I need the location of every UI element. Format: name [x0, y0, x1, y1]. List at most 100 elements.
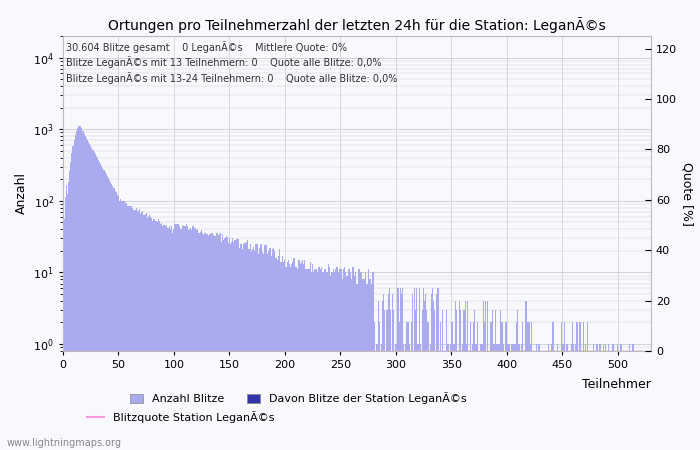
Bar [411, 323, 412, 450]
Bar [548, 344, 550, 450]
Bar [529, 344, 531, 450]
Bar [153, 220, 155, 450]
Bar [284, 260, 286, 450]
Bar [170, 230, 172, 450]
Bar [118, 197, 119, 450]
Bar [260, 245, 261, 450]
Bar [349, 270, 350, 450]
Bar [339, 270, 340, 450]
Bar [434, 310, 435, 450]
Bar [78, 126, 79, 450]
Bar [212, 233, 214, 450]
Bar [353, 267, 354, 450]
Bar [366, 284, 368, 450]
Bar [514, 344, 515, 450]
Bar [341, 270, 342, 450]
Bar [596, 344, 597, 450]
Bar [222, 234, 223, 450]
Bar [390, 310, 391, 450]
Bar [75, 135, 76, 450]
Bar [104, 172, 106, 450]
Bar [116, 193, 117, 450]
Bar [396, 344, 398, 450]
Bar [144, 214, 146, 450]
Bar [99, 162, 100, 450]
Bar [120, 199, 121, 450]
Bar [122, 201, 123, 450]
Bar [276, 260, 278, 450]
Bar [77, 128, 78, 450]
Bar [239, 248, 240, 450]
Bar [331, 272, 332, 450]
Bar [210, 234, 211, 450]
Bar [384, 310, 385, 450]
Bar [80, 126, 81, 450]
Bar [424, 301, 425, 450]
Bar [361, 272, 362, 450]
Bar [506, 323, 507, 450]
Bar [576, 323, 578, 450]
Bar [502, 323, 503, 450]
Bar [400, 288, 401, 450]
Bar [179, 225, 180, 450]
Bar [405, 344, 407, 450]
Bar [262, 252, 263, 450]
Bar [324, 270, 326, 450]
Bar [633, 344, 634, 450]
Bar [462, 344, 463, 450]
Bar [307, 270, 309, 450]
Bar [293, 258, 294, 450]
Bar [241, 244, 242, 450]
Bar [356, 284, 358, 450]
Bar [302, 260, 303, 450]
Bar [190, 228, 191, 450]
Bar [225, 236, 227, 450]
Title: Ortungen pro Teilnehmerzahl der letzten 24h für die Station: LeganÃ©s: Ortungen pro Teilnehmerzahl der letzten … [108, 18, 606, 33]
Bar [209, 234, 210, 450]
Bar [348, 270, 349, 450]
Bar [158, 220, 159, 450]
Bar [498, 344, 500, 450]
Bar [407, 323, 409, 450]
Bar [117, 194, 118, 450]
Bar [163, 225, 164, 450]
Bar [281, 262, 282, 450]
Bar [181, 229, 182, 450]
Bar [250, 244, 251, 450]
Bar [492, 310, 493, 450]
Bar [503, 344, 504, 450]
Bar [161, 223, 162, 450]
Bar [200, 232, 201, 450]
Bar [453, 344, 454, 450]
Bar [476, 344, 477, 450]
Bar [531, 323, 532, 450]
Bar [187, 226, 188, 450]
Bar [489, 323, 491, 450]
Bar [557, 344, 559, 450]
Bar [71, 153, 72, 450]
Bar [148, 216, 149, 450]
Bar [129, 206, 130, 450]
Bar [274, 251, 276, 450]
Bar [147, 218, 148, 450]
Bar [318, 267, 320, 450]
Bar [267, 251, 269, 450]
Bar [254, 251, 256, 450]
Bar [134, 210, 136, 450]
Bar [110, 182, 111, 450]
Bar [136, 211, 138, 450]
Bar [553, 323, 554, 450]
Bar [219, 234, 220, 450]
Bar [151, 218, 153, 450]
Bar [313, 272, 314, 450]
Bar [382, 301, 383, 450]
Bar [401, 294, 402, 450]
Bar [426, 310, 428, 450]
Bar [291, 264, 292, 450]
Bar [79, 126, 81, 450]
Bar [216, 234, 217, 450]
Bar [505, 323, 506, 450]
Bar [128, 206, 129, 450]
Bar [393, 310, 394, 450]
Bar [230, 244, 231, 450]
